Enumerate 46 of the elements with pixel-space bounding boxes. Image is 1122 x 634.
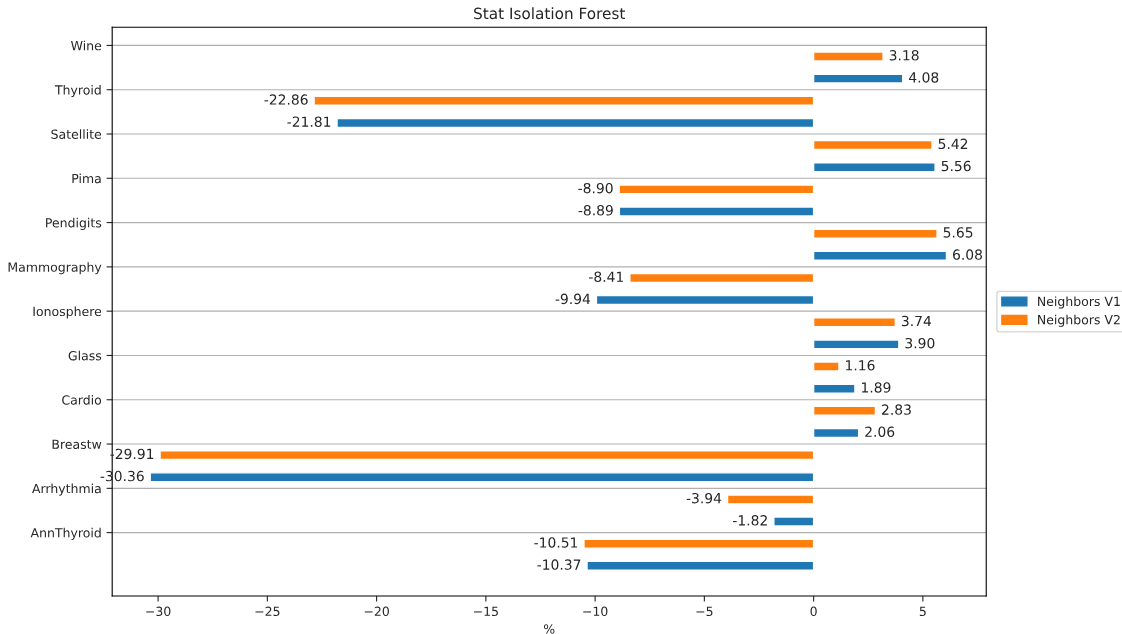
data-label: 2.83 [882, 404, 911, 415]
y-tick-label: Pendigits [46, 217, 102, 230]
data-label: 2.06 [865, 426, 895, 437]
x-tick-label: −30 [146, 606, 171, 617]
data-label: -10.51 [534, 537, 578, 548]
y-tick-label: Breastw [52, 439, 102, 449]
data-label: -8.41 [589, 271, 624, 282]
data-label: 4.08 [909, 72, 939, 83]
y-tick-label: Mammography [8, 262, 102, 275]
data-label: -3.94 [686, 492, 722, 504]
data-label: -1.82 [733, 515, 767, 526]
y-tick-label: Wine [71, 40, 102, 51]
x-tick-label: −10 [583, 606, 608, 617]
data-label: -8.90 [578, 182, 613, 194]
y-tick-label: Satellite [51, 129, 102, 139]
data-label: 5.65 [943, 227, 973, 238]
data-label: -21.81 [287, 116, 331, 127]
x-tick-label: 0 [810, 606, 817, 617]
x-axis-title: % [543, 624, 555, 634]
y-tick-label: Arrhythmia [32, 483, 101, 496]
data-label: -10.37 [537, 559, 581, 570]
y-tick-label: Cardio [62, 395, 102, 405]
y-tick-label: Pima [72, 173, 101, 184]
x-tick-label: −5 [696, 606, 713, 617]
data-label: 6.08 [952, 249, 982, 260]
y-tick-label: Ionosphere [33, 306, 102, 319]
data-label: 3.18 [889, 50, 919, 61]
x-tick-label: 5 [919, 606, 926, 617]
y-tick-label: Glass [68, 350, 102, 361]
data-label: 1.89 [861, 382, 891, 393]
data-label: 1.16 [846, 360, 875, 371]
data-label: -22.86 [264, 94, 308, 105]
legend-label: Neighbors V2 [1038, 314, 1120, 327]
legend-label: Neighbors V1 [1038, 296, 1120, 309]
data-label: 3.90 [905, 337, 935, 349]
x-tick-label: −25 [255, 606, 280, 617]
data-label: -9.94 [555, 293, 591, 305]
data-label: 3.74 [901, 315, 932, 327]
x-tick-label: −20 [364, 606, 389, 617]
data-label: 5.56 [941, 160, 971, 172]
y-tick-label: Thyroid [54, 84, 101, 98]
x-tick-label: −15 [473, 606, 498, 617]
data-label: 5.42 [938, 138, 968, 150]
data-label: -8.89 [578, 205, 613, 216]
y-tick-label: AnnThyroid [30, 527, 101, 540]
chart-title: Stat Isolation Forest [474, 7, 626, 20]
